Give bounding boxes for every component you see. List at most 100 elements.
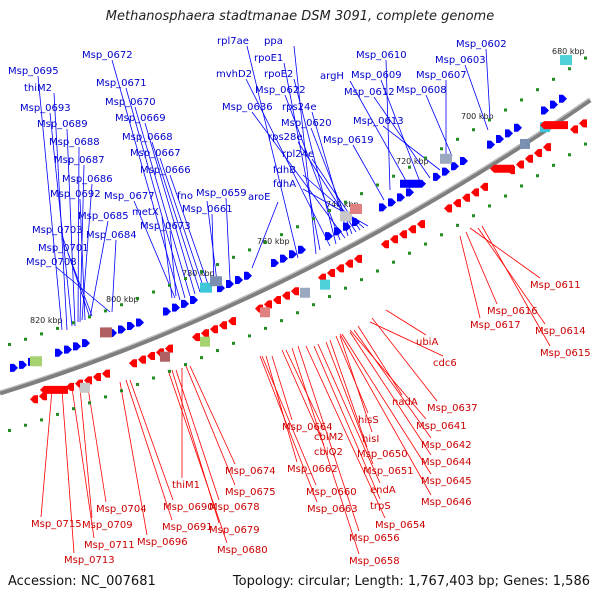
reverse-gene-arrow (273, 296, 281, 305)
forward-gene-label: Msp_0672 (82, 50, 133, 61)
feature-block (100, 327, 112, 338)
forward-gene-arrow (559, 94, 567, 103)
reverse-gene-arrow (210, 325, 218, 334)
forward-gene-label: Msp_0613 (353, 116, 404, 127)
reverse-gene-label: Msp_0611 (530, 280, 581, 291)
reverse-gene-label: Msp_0646 (421, 497, 472, 508)
gc-dot (24, 423, 27, 427)
forward-gene-label: Msp_0612 (344, 87, 395, 98)
gc-dot (104, 395, 107, 399)
backbone-ring-highlight (0, 97, 591, 392)
reverse-gene-arrow (480, 182, 488, 191)
gc-dot (280, 319, 283, 323)
gc-dot (8, 428, 11, 432)
gc-dot (424, 156, 427, 160)
reverse-leader-line (129, 379, 174, 501)
reverse-gene-arrow (228, 317, 236, 326)
reverse-gene-label: Msp_0674 (225, 466, 276, 477)
forward-gene-label: Msp_0669 (115, 113, 166, 124)
forward-gene-label: fno (177, 191, 193, 202)
reverse-leader-line (329, 339, 368, 448)
forward-gene-label: rpl7ae (217, 36, 249, 47)
forward-leader-line (169, 230, 177, 297)
forward-gene-arrow (388, 198, 396, 207)
reverse-gene-label: ubiA (416, 337, 438, 348)
gc-dot (56, 412, 59, 416)
forward-leader-line (66, 128, 76, 327)
reverse-gene-arrow (327, 269, 335, 278)
forward-gene-label: Msp_0608 (396, 85, 447, 96)
gc-dot (360, 192, 363, 196)
gc-dot (424, 242, 427, 246)
forward-gene-label: Msp_0671 (96, 78, 147, 89)
forward-leader-line (111, 239, 117, 313)
reverse-gene-arrow (453, 199, 461, 208)
reverse-gene-label: Msp_0679 (209, 525, 260, 536)
forward-gene-label: Msp_0695 (8, 66, 59, 77)
reverse-gene-label: Msp_0662 (287, 464, 338, 475)
forward-gene-arrow (64, 345, 72, 354)
reverse-gene-arrow (102, 369, 110, 378)
reverse-gene-label: nadA (392, 397, 418, 408)
gc-dot (168, 283, 171, 287)
feature-block (30, 356, 42, 367)
gc-dot (264, 326, 267, 330)
gc-dot (504, 108, 507, 112)
reverse-gene-arrow (540, 121, 568, 130)
reverse-gene-arrow (354, 254, 362, 263)
gc-dot (248, 248, 251, 252)
forward-gene-arrow (271, 258, 279, 267)
reverse-gene-arrow (336, 264, 344, 273)
forward-gene-label: Msp_0701 (38, 243, 89, 254)
tick-800: 800 kbp (106, 295, 139, 304)
reverse-leader-line (40, 389, 53, 518)
gc-dot (408, 165, 411, 169)
reverse-gene-label: Msp_0704 (96, 504, 147, 515)
reverse-gene-label: Msp_0715 (31, 519, 82, 530)
gc-dot (88, 315, 91, 319)
reverse-gene-label: Msp_0664 (282, 422, 333, 433)
feature-block (260, 307, 270, 318)
reverse-leader-line (167, 369, 228, 544)
forward-leader-line (61, 234, 91, 319)
reverse-leader-line (119, 381, 148, 536)
gc-dot (552, 163, 555, 167)
gc-dot (120, 303, 123, 307)
forward-gene-label: Msp_0677 (104, 191, 155, 202)
forward-gene-arrow (514, 123, 522, 132)
gc-dot (296, 311, 299, 315)
gc-dot (184, 363, 187, 367)
forward-leader-line (77, 146, 80, 323)
forward-gene-arrow (10, 363, 18, 372)
forward-gene-label: fdhA (273, 179, 296, 190)
gc-dot (440, 233, 443, 237)
forward-gene-label: Msp_0692 (50, 189, 101, 200)
forward-gene-label: Msp_0686 (62, 174, 113, 185)
forward-gene-label: Msp_0668 (122, 132, 173, 143)
gc-dot (456, 137, 459, 141)
reverse-gene-label: thiM1 (172, 480, 200, 491)
forward-leader-line (111, 59, 181, 301)
reverse-gene-label: Msp_0637 (427, 403, 478, 414)
forward-leader-line (125, 87, 186, 299)
accession-text: Accession: NC_007681 (8, 574, 156, 589)
reverse-leader-line (469, 227, 541, 279)
gc-dot (296, 225, 299, 229)
reverse-gene-arrow (84, 376, 92, 385)
gc-dot (456, 223, 459, 227)
forward-leader-line (133, 200, 176, 299)
forward-gene-arrow (352, 217, 360, 226)
gc-dot (72, 407, 75, 411)
forward-gene-label: rpl24e (282, 149, 314, 160)
reverse-gene-arrow (40, 385, 68, 394)
forward-gene-label: Msp_0620 (281, 118, 332, 129)
forward-gene-arrow (550, 100, 558, 109)
forward-leader-line (251, 111, 346, 239)
gc-dot (312, 303, 315, 307)
summary-text: Topology: circular; Length: 1,767,403 bp… (232, 574, 590, 589)
tick-680: 680 kbp (552, 47, 585, 56)
reverse-gene-label: Msp_0615 (540, 348, 591, 359)
reverse-gene-arrow (399, 230, 407, 239)
gc-dot (488, 118, 491, 122)
gc-dot (216, 349, 219, 353)
